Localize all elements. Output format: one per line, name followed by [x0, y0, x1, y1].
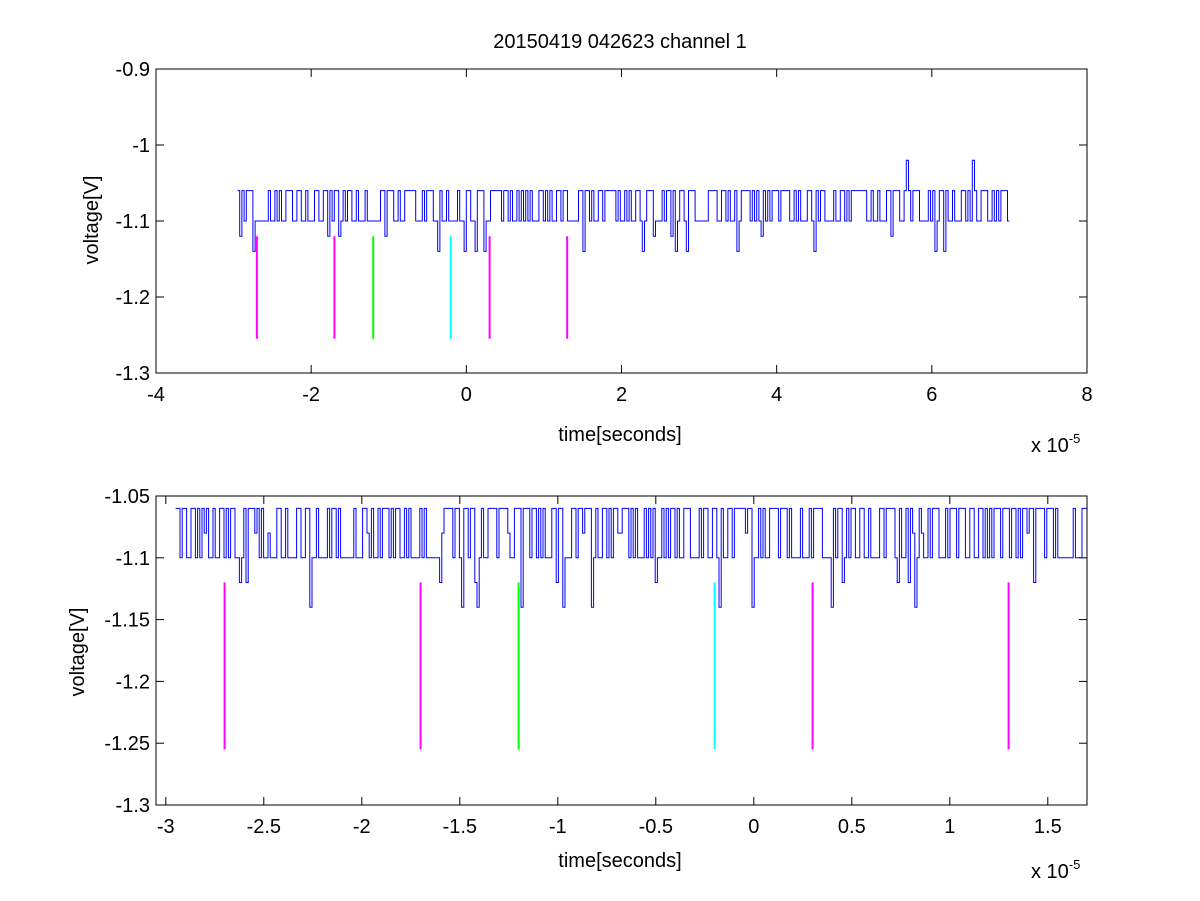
plot-top-y-axis-label: voltage[V]: [81, 176, 103, 265]
plot-top-x-multiplier: x 10-5: [1031, 431, 1080, 457]
plot-bottom-x-tick-label: 1.5: [1034, 816, 1062, 838]
plot-bottom-y-tick-label: -1.15: [104, 610, 150, 632]
plot-bottom-marks: [175, 507, 1087, 750]
plot-bottom-x-multiplier-base: x 10: [1031, 861, 1069, 883]
plot-top-x-tick-label: 6: [926, 384, 937, 406]
plot-bottom-ticks: -3 -2.5 -2 -1.5 -1 -0.5 0 0.5 1 1.5 -1.3 -1.25 -1.2 -…: [104, 486, 1087, 838]
plot-bottom-y-tick-label: -1.1: [116, 548, 150, 570]
plot-bottom-x-tick-label: -1: [549, 816, 567, 838]
plot-top-signal-trace: [237, 159, 1010, 252]
plot-bottom-x-tick-label: 0: [748, 816, 759, 838]
plot-top: 20150419 042623 channel 1 -4 -2 0 2 4 6 8-1.3-…: [81, 31, 1093, 457]
plot-top-x-tick-label: 2: [616, 384, 627, 406]
plot-bottom-x-multiplier: x 10-5: [1031, 857, 1080, 883]
plot-top-axes-frame: [155, 68, 1088, 374]
plot-bottom-x-multiplier-exponent: -5: [1069, 857, 1081, 872]
plot-top-y-tick-label: -0.9: [116, 59, 150, 81]
plot-bottom-signal-trace: [175, 507, 1087, 608]
plot-bottom-axes-frame: [155, 495, 1088, 806]
plot-bottom-x-tick-label: -1.5: [443, 816, 477, 838]
plot-bottom-x-tick-label: -2.5: [247, 816, 281, 838]
plot-bottom-y-tick-label: -1.3: [116, 795, 150, 817]
plot-top-y-tick-label: -1.3: [116, 363, 150, 385]
plot-top-x-multiplier-exponent: -5: [1069, 431, 1081, 446]
plot-bottom-x-tick-label: -2: [353, 816, 371, 838]
plot-top-ticks: -4 -2 0 2 4 6 8 -1.3 -1.2 -1.1 -1 -0.9: [116, 59, 1093, 406]
plot-top-x-axis-label: time[seconds]: [558, 424, 681, 446]
plot-bottom-y-tick-label: -1.2: [116, 671, 150, 693]
plot-top-x-tick-label: -2: [302, 384, 320, 406]
figure-title: 20150419 042623 channel 1: [493, 31, 747, 53]
plot-bottom-x-tick-label: -0.5: [639, 816, 673, 838]
plot-bottom-y-axis-label: voltage[V]: [67, 608, 89, 697]
plot-bottom-x-tick-label: 0.5: [838, 816, 866, 838]
plot-top-x-tick-label: 0: [461, 384, 472, 406]
plot-top-x-tick-label: -4: [147, 384, 165, 406]
plot-bottom-x-tick-label: 1: [944, 816, 955, 838]
plot-bottom-y-tick-label: -1.25: [104, 733, 150, 755]
plot-top-x-multiplier-base: x 10: [1031, 435, 1069, 457]
plot-bottom: -3 -2.5 -2 -1.5 -1 -0.5 0 0.5 1 1.5 -1.3 -1.25 -1.2 -…: [67, 486, 1088, 883]
plot-bottom-x-axis-label: time[seconds]: [558, 850, 681, 872]
plot-top-y-tick-label: -1: [132, 135, 150, 157]
plot-top-y-tick-label: -1.2: [116, 287, 150, 309]
plot-bottom-y-tick-label: -1.05: [104, 486, 150, 508]
plot-bottom-x-tick-label: -3: [157, 816, 175, 838]
plot-top-x-tick-label: 8: [1081, 384, 1092, 406]
plot-top-x-tick-label: 4: [771, 384, 782, 406]
plot-top-marks: [237, 159, 1010, 339]
plot-top-y-tick-label: -1.1: [116, 211, 150, 233]
